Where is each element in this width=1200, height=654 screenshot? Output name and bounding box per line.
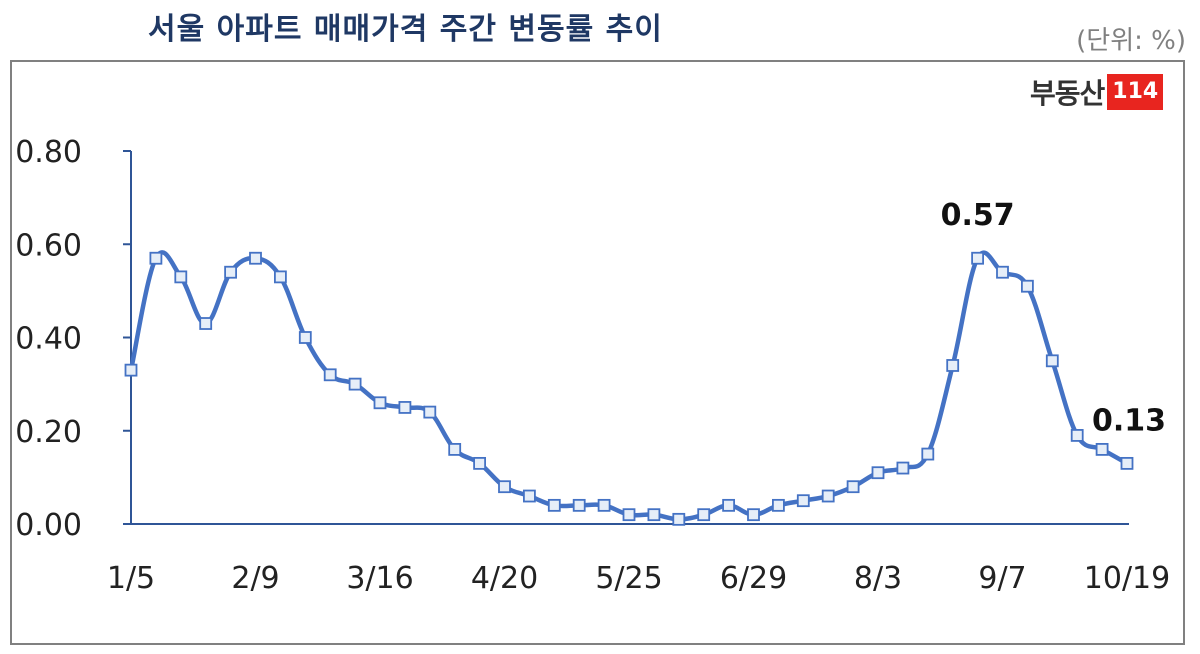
data-point-marker [871,466,885,480]
y-tick-label: 0.60 [15,228,82,263]
data-point-marker [697,508,711,522]
data-point-marker [1045,354,1059,368]
data-point-marker [547,498,561,512]
x-tick-label: 9/7 [978,561,1026,596]
data-point-marker [1120,456,1134,470]
data-point-marker [473,456,487,470]
x-tick-label: 1/5 [107,561,155,596]
data-point-marker [323,368,337,382]
x-tick-label: 8/3 [854,561,902,596]
data-point-marker [896,461,910,475]
series-line [128,250,1130,522]
data-point-marker [772,498,785,512]
data-point-marker [523,489,536,503]
data-point-marker [971,251,984,265]
logo-text: 부동산 [1030,77,1105,110]
data-annotations: 0.57 0.13 [941,198,1166,438]
data-point-marker [398,401,412,414]
data-point-marker [174,270,188,284]
data-point-marker [821,489,835,503]
data-point-marker [672,512,686,526]
data-point-marker [498,480,511,494]
x-tick-label: 5/25 [595,561,662,596]
x-tick-label: 10/19 [1084,561,1170,596]
chart-frame [10,60,1185,645]
y-axis-ticks: 0.00 0.20 0.40 0.60 0.80 [15,135,131,543]
data-point-marker [921,447,935,461]
data-point-marker [373,396,387,410]
data-point-marker [448,442,462,456]
data-point-marker [846,480,860,494]
data-point-marker [199,317,213,330]
data-point-marker [273,270,287,284]
data-point-marker [946,359,960,372]
data-point-marker [423,405,437,419]
data-point-marker [996,265,1009,279]
y-tick-label: 0.00 [15,508,82,543]
series-markers [124,251,1134,526]
data-point-marker [622,508,636,522]
x-tick-label: 3/16 [346,561,413,596]
x-axis-ticks: 1/5 2/9 3/16 4/20 5/25 6/29 8/3 9/7 10/19 [107,561,1170,596]
data-point-marker [647,508,661,522]
data-point-marker [224,265,238,279]
data-point-marker [572,498,586,512]
data-point-marker [1021,279,1034,293]
y-tick-label: 0.20 [15,415,82,450]
chart-title: 서울 아파트 매매가격 주간 변동률 추이 [148,12,663,47]
data-point-marker [249,251,262,265]
unit-label: (단위: %) [1076,26,1186,56]
data-point-marker [1070,429,1084,442]
data-point-marker [796,494,810,508]
logo-badge: 114 [1107,74,1164,110]
x-tick-label: 4/20 [471,561,538,596]
data-point-marker [124,363,138,377]
data-point-marker [722,498,735,512]
y-tick-label: 0.40 [15,322,82,357]
data-point-marker [1095,442,1109,456]
brand-logo: 부동산 114 [1030,72,1164,112]
data-point-marker [348,377,362,391]
y-tick-label: 0.80 [15,135,82,170]
x-tick-label: 6/29 [720,561,787,596]
x-tick-label: 2/9 [231,561,279,596]
data-point-marker [747,508,760,522]
data-point-marker [149,251,163,265]
data-point-marker [597,498,611,512]
data-point-marker [298,331,312,344]
data-label: 0.13 [1092,403,1166,438]
data-label: 0.57 [941,198,1015,233]
